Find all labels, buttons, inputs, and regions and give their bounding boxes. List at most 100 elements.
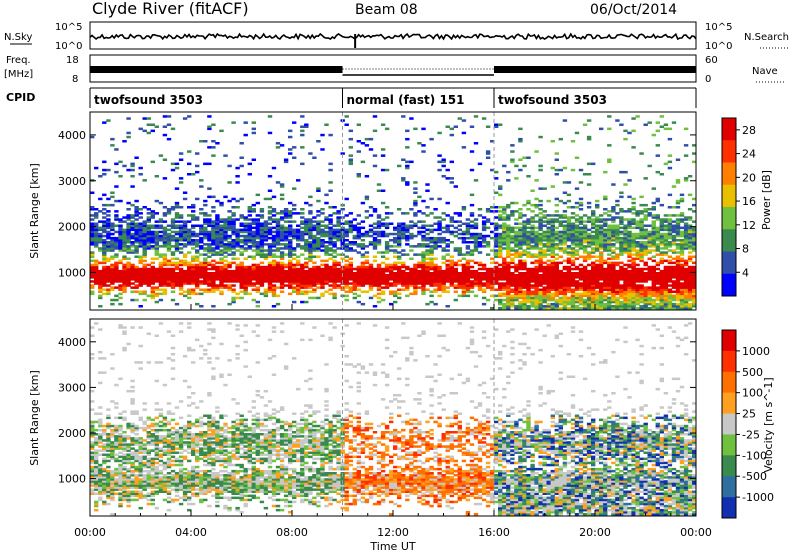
power-cell <box>562 236 568 240</box>
power-cell <box>534 286 539 289</box>
power-cell <box>364 234 370 238</box>
power-cell <box>518 234 523 238</box>
power-cell <box>566 259 572 263</box>
power-cell <box>138 228 143 232</box>
power-cell <box>146 226 151 230</box>
power-cell <box>187 290 192 293</box>
power-cell <box>292 257 297 260</box>
power-cell <box>368 286 374 289</box>
power-cell <box>223 284 228 287</box>
power-cell <box>130 185 135 188</box>
power-cell <box>320 208 325 211</box>
power-cell <box>671 241 677 244</box>
power-cell <box>211 247 216 250</box>
power-cell <box>219 251 224 254</box>
power-cell <box>518 284 523 287</box>
power-cell <box>663 276 669 279</box>
power-cell <box>506 284 511 287</box>
power-cell <box>191 267 196 271</box>
power-cell <box>126 263 131 267</box>
power-cell <box>352 228 357 232</box>
power-cell <box>243 222 248 225</box>
power-cell <box>421 274 426 277</box>
power-cell <box>413 280 418 283</box>
power-cell <box>603 243 608 246</box>
power-cell <box>340 208 345 211</box>
power-cell <box>223 243 228 246</box>
power-cell <box>437 282 442 285</box>
power-cell <box>574 243 580 246</box>
power-cell <box>138 243 143 246</box>
power-cell <box>417 286 422 289</box>
power-cell <box>235 267 240 271</box>
power-cell <box>538 226 543 230</box>
power-cell <box>312 241 317 244</box>
power-cell <box>586 241 592 244</box>
power-cell <box>215 218 220 221</box>
power-cell <box>283 243 289 246</box>
power-cell <box>494 125 499 128</box>
power-cell <box>203 236 208 240</box>
power-cell <box>150 272 155 275</box>
power-cell <box>558 274 563 277</box>
power-cell <box>465 247 471 250</box>
power-cell <box>421 263 426 267</box>
power-cell <box>494 170 499 174</box>
power-cell <box>328 239 333 242</box>
power-cell <box>485 218 491 221</box>
power-cell <box>647 290 652 293</box>
power-cell <box>235 230 240 234</box>
power-cell <box>659 300 664 304</box>
power-cell <box>211 265 216 269</box>
power-cell <box>554 276 559 279</box>
power-cell <box>554 168 559 172</box>
power-cell <box>514 251 519 254</box>
power-cell <box>356 280 361 283</box>
power-cell <box>607 234 612 238</box>
power-cell <box>279 183 285 186</box>
power-cell <box>570 241 576 244</box>
power-cell <box>247 226 252 230</box>
power-cell <box>457 278 462 281</box>
power-cell <box>296 286 301 289</box>
power-cell <box>348 160 353 164</box>
power-cell <box>550 220 555 223</box>
power-cell <box>126 135 131 139</box>
power-cell <box>364 230 370 234</box>
power-cell <box>449 230 454 234</box>
power-cell <box>586 137 592 141</box>
power-cell <box>481 288 487 291</box>
power-cell <box>534 230 539 234</box>
power-cell <box>595 234 600 238</box>
power-cell <box>324 251 329 254</box>
power-cell <box>566 228 572 232</box>
power-cell <box>526 251 531 254</box>
power-cell <box>437 154 442 157</box>
power-cell <box>332 245 337 248</box>
power-cell <box>647 224 652 227</box>
power-cell <box>586 119 592 122</box>
power-cell <box>300 232 305 236</box>
power-cell <box>332 263 337 267</box>
power-cell <box>671 274 677 277</box>
power-cell <box>166 243 172 246</box>
power-cell <box>421 245 426 248</box>
power-cell <box>639 307 644 310</box>
power-cell <box>538 168 543 172</box>
power-cell <box>599 241 604 244</box>
power-cell <box>506 247 511 250</box>
power-cell <box>162 272 168 275</box>
power-cell <box>360 253 366 256</box>
power-cell <box>126 267 131 271</box>
power-cell <box>393 282 398 285</box>
power-cell <box>510 247 515 250</box>
power-cell <box>94 228 99 232</box>
power-cell <box>647 212 652 215</box>
power-cell <box>275 247 281 250</box>
power-cell <box>655 253 660 256</box>
power-cell <box>619 269 624 273</box>
power-cell <box>211 290 216 293</box>
power-cell <box>417 230 422 234</box>
power-cell <box>328 236 333 240</box>
power-cell <box>542 224 547 227</box>
